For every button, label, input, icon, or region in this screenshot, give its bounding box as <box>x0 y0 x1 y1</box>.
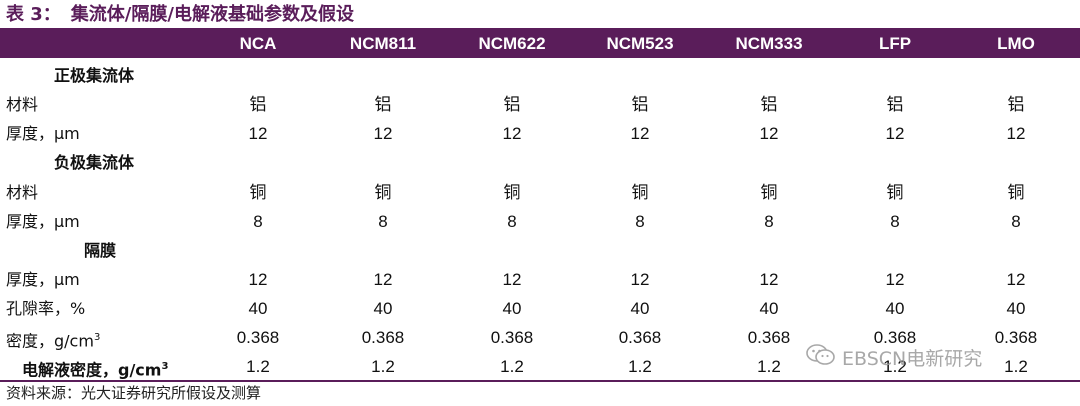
row-label: 密度，g/cm3 <box>6 323 100 352</box>
table-cell: 12 <box>885 270 905 289</box>
column-header: NCM811 <box>349 34 417 53</box>
table-cell: 40 <box>1006 299 1026 318</box>
row-label: 厚度，μm <box>6 212 80 231</box>
table-cell: 铝 <box>1007 95 1025 114</box>
row-label: 电解液密度，g/cm3 <box>22 352 168 381</box>
table-cell: 0.368 <box>236 328 280 347</box>
column-header: LFP <box>878 34 912 53</box>
table-cell: 12 <box>373 124 393 143</box>
table-cell: 12 <box>248 270 268 289</box>
section-label: 隔膜 <box>84 241 117 260</box>
column-header: NCM622 <box>478 34 546 53</box>
section-label: 正极集流体 <box>54 66 135 85</box>
table-row: 厚度，μm 8 8 8 8 8 8 8 <box>0 207 1080 236</box>
table-row: 材料 铝 铝 铝 铝 铝 铝 铝 <box>0 90 1080 119</box>
row-label-text: 密度，g/cm <box>6 331 94 351</box>
row-label: 厚度，μm <box>6 124 80 143</box>
table-cell: 12 <box>502 270 522 289</box>
table-cell: 铝 <box>249 95 267 114</box>
table-cell: 1.2 <box>757 357 781 376</box>
table-cell: 0.368 <box>490 328 534 347</box>
table-cell: 40 <box>885 299 905 318</box>
table-title-text: 集流体/隔膜/电解液基础参数及假设 <box>70 4 354 25</box>
table-header: NCA NCM811 NCM622 NCM523 NCM333 LFP LMO <box>0 30 1080 58</box>
table-row: 孔隙率，% 40 40 40 40 40 40 40 <box>0 294 1080 323</box>
table-row: 厚度，μm 12 12 12 12 12 12 12 <box>0 119 1080 148</box>
table-cell: 铜 <box>374 183 392 202</box>
table-row: 厚度，μm 12 12 12 12 12 12 12 <box>0 265 1080 294</box>
table-cell: 铝 <box>374 95 392 114</box>
watermark-text: EBSCN电新研究 <box>842 348 983 370</box>
column-header: NCM333 <box>735 34 803 53</box>
table-cell: 12 <box>630 270 650 289</box>
table-cell: 铜 <box>1007 183 1025 202</box>
title-rule <box>0 28 1080 30</box>
column-header: NCM523 <box>606 34 674 53</box>
table-cell: 8 <box>378 212 388 231</box>
table-cell: 0.368 <box>873 328 917 347</box>
row-label: 材料 <box>6 95 39 114</box>
table-cell: 0.368 <box>618 328 662 347</box>
table-cell: 40 <box>248 299 268 318</box>
table-cell: 40 <box>373 299 393 318</box>
table-row: 密度，g/cm3 0.368 0.368 0.368 0.368 0.368 0… <box>0 323 1080 352</box>
table-cell: 1.2 <box>246 357 270 376</box>
row-label: 孔隙率，% <box>6 299 86 318</box>
table-cell: 0.368 <box>361 328 405 347</box>
table-cell: 铝 <box>886 95 904 114</box>
table-cell: 40 <box>630 299 650 318</box>
table-cell: 1.2 <box>371 357 395 376</box>
unit-superscript: 3 <box>93 332 101 343</box>
table-cell: 0.368 <box>994 328 1038 347</box>
table-cell: 12 <box>885 124 905 143</box>
table-cell: 8 <box>507 212 517 231</box>
table-cell: 12 <box>373 270 393 289</box>
table-title: 表 3： 集流体/隔膜/电解液基础参数及假设 <box>6 2 354 28</box>
column-header: NCA <box>239 34 277 53</box>
table-cell: 1.2 <box>500 357 524 376</box>
table-cell: 0.368 <box>747 328 791 347</box>
column-header: LMO <box>997 34 1035 53</box>
table-number: 表 3： <box>6 4 61 25</box>
table-cell: 40 <box>502 299 522 318</box>
table-cell: 8 <box>764 212 774 231</box>
table-cell: 铜 <box>886 183 904 202</box>
table-cell: 铝 <box>503 95 521 114</box>
unit-superscript: 3 <box>161 361 169 372</box>
bottom-rule <box>0 380 1080 382</box>
row-label: 厚度，μm <box>6 270 80 289</box>
table-cell: 铜 <box>249 183 267 202</box>
table-row: 材料 铜 铜 铜 铜 铜 铜 铜 <box>0 178 1080 207</box>
table-row: 电解液密度，g/cm3 1.2 1.2 1.2 1.2 1.2 1.2 1.2 <box>0 352 1080 381</box>
table-cell: 12 <box>759 270 779 289</box>
table-cell: 12 <box>248 124 268 143</box>
row-label-text: 电解液密度，g/cm <box>22 360 162 380</box>
table-cell: 8 <box>1011 212 1021 231</box>
source-note: 资料来源：光大证券研究所假设及测算 <box>6 384 262 402</box>
table-cell: 12 <box>1006 270 1026 289</box>
table-cell: 8 <box>253 212 263 231</box>
table-cell: 12 <box>1006 124 1026 143</box>
section-row-anode: 负极集流体 <box>0 148 1080 177</box>
table-cell: 铜 <box>503 183 521 202</box>
table-cell: 40 <box>759 299 779 318</box>
table-cell: 铝 <box>760 95 778 114</box>
table-cell: 铜 <box>760 183 778 202</box>
table-cell: 1.2 <box>883 357 907 376</box>
table-cell: 12 <box>630 124 650 143</box>
table-cell: 1.2 <box>1004 357 1028 376</box>
table-cell: 铜 <box>631 183 649 202</box>
section-row-cathode: 正极集流体 <box>0 61 1080 90</box>
section-label: 负极集流体 <box>54 153 135 172</box>
row-label: 材料 <box>6 183 39 202</box>
watermark: EBSCN电新研究 <box>806 343 982 373</box>
table-cell: 8 <box>890 212 900 231</box>
table-cell: 12 <box>759 124 779 143</box>
wechat-icon <box>806 343 836 376</box>
table-cell: 铝 <box>631 95 649 114</box>
section-row-separator: 隔膜 <box>0 236 1080 265</box>
table-cell: 1.2 <box>628 357 652 376</box>
table-cell: 12 <box>502 124 522 143</box>
table-cell: 8 <box>635 212 645 231</box>
